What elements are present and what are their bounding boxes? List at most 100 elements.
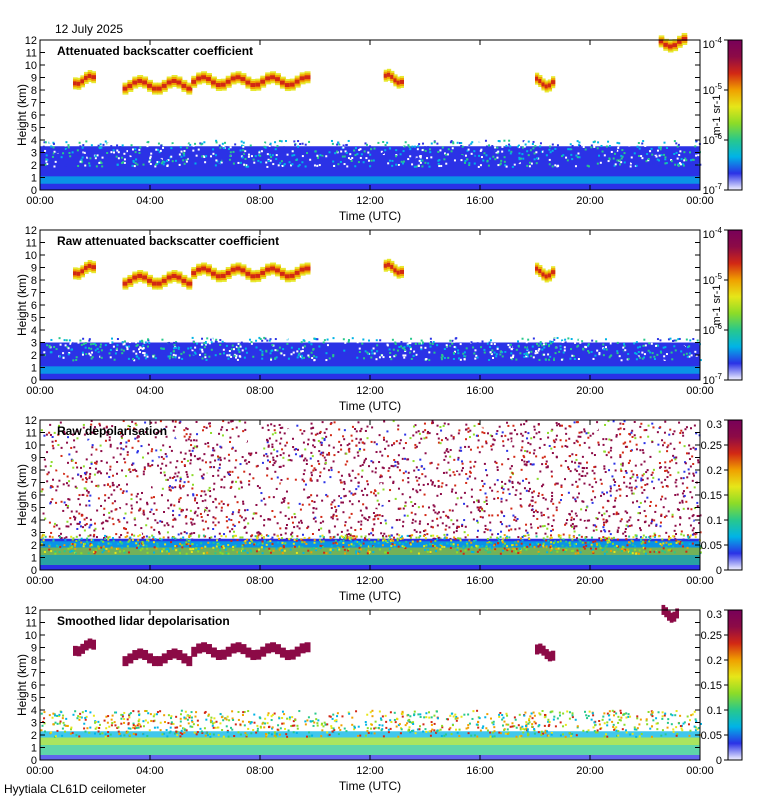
- colorbar-tick-label: 10-4: [703, 36, 723, 51]
- y-tick-label: 6: [31, 110, 37, 122]
- x-tick-label: 00:00: [686, 765, 714, 777]
- y-tick-label: 4: [31, 135, 37, 147]
- colorbar-tick-label: 0.2: [707, 655, 722, 667]
- x-tick-label: 08:00: [246, 575, 274, 587]
- cloud-layer: [122, 75, 193, 95]
- y-tick-label: 10: [25, 630, 37, 642]
- y-tick-label: 0: [31, 565, 37, 577]
- x-tick-label: 08:00: [246, 765, 274, 777]
- colorbar-tick-label: 0.05: [701, 540, 722, 552]
- y-tick-label: 2: [31, 160, 37, 172]
- x-tick-label: 16:00: [466, 385, 494, 397]
- y-tick-label: 7: [31, 478, 37, 490]
- y-axis-label: Height (km): [15, 464, 29, 526]
- y-tick-label: 2: [31, 350, 37, 362]
- x-axis-label: Time (UTC): [339, 779, 401, 793]
- x-tick-label: 00:00: [26, 575, 54, 587]
- colorbar-tick-label: 10-5: [703, 82, 723, 97]
- y-tick-label: 12: [25, 225, 37, 237]
- panel-title: Smoothed lidar depolarisation: [57, 614, 230, 628]
- panel-1: Attenuated backscatter coefficient012345…: [15, 32, 743, 223]
- colorbar-tick-label: 0.05: [701, 730, 722, 742]
- colorbar-unit-label: m-1 sr-1: [711, 95, 723, 136]
- y-tick-label: 6: [31, 680, 37, 692]
- cloud-layer: [383, 258, 404, 279]
- y-tick-label: 12: [25, 35, 37, 47]
- colorbar-tick-label: 10-4: [703, 226, 723, 241]
- x-tick-label: 00:00: [26, 765, 54, 777]
- x-tick-label: 16:00: [466, 575, 494, 587]
- y-tick-label: 3: [31, 148, 37, 160]
- y-tick-label: 11: [26, 428, 37, 440]
- x-tick-label: 20:00: [576, 575, 604, 587]
- x-tick-label: 00:00: [26, 385, 54, 397]
- x-axis-label: Time (UTC): [339, 209, 401, 223]
- x-tick-label: 20:00: [576, 385, 604, 397]
- y-tick-label: 8: [31, 655, 37, 667]
- colorbar-scale: [727, 229, 743, 381]
- y-axis-label: Height (km): [15, 654, 29, 716]
- y-tick-label: 3: [31, 528, 37, 540]
- cloud-layer: [535, 262, 556, 283]
- y-tick-label: 8: [31, 275, 37, 287]
- y-tick-label: 7: [31, 288, 37, 300]
- colorbar-tick-label: 0.25: [701, 630, 722, 642]
- y-tick-label: 1: [31, 173, 37, 185]
- x-axis-label: Time (UTC): [339, 589, 401, 603]
- cloud-layer: [191, 642, 311, 661]
- x-tick-label: 04:00: [136, 575, 164, 587]
- cloud-layer: [535, 72, 556, 93]
- panel-title: Raw attenuated backscatter coefficient: [57, 234, 279, 248]
- colorbar-tick-label: 0.2: [707, 465, 722, 477]
- x-tick-label: 00:00: [26, 195, 54, 207]
- y-tick-label: 10: [25, 60, 37, 72]
- colorbar-tick-label: 10-5: [703, 272, 723, 287]
- y-tick-label: 2: [31, 730, 37, 742]
- x-tick-label: 08:00: [246, 385, 274, 397]
- y-tick-label: 7: [31, 98, 37, 110]
- y-tick-label: 1: [31, 743, 37, 755]
- colorbar-tick-label: 0.15: [701, 680, 722, 692]
- y-tick-label: 9: [31, 453, 37, 465]
- y-tick-label: 1: [31, 553, 37, 565]
- x-tick-label: 00:00: [686, 195, 714, 207]
- colorbar-tick-label: 0: [716, 565, 722, 577]
- y-tick-label: 4: [31, 515, 37, 527]
- colorbar-tick-label: 0: [716, 755, 722, 767]
- colorbar-tick-label: 0.1: [707, 515, 722, 527]
- cloud-layer: [535, 643, 556, 662]
- cloud-layer: [658, 32, 688, 53]
- y-tick-label: 4: [31, 325, 37, 337]
- colorbar-scale: [727, 609, 743, 761]
- y-tick-label: 8: [31, 85, 37, 97]
- colorbar-tick-label: 10-6: [703, 132, 723, 147]
- y-tick-label: 0: [31, 185, 37, 197]
- x-tick-label: 20:00: [576, 195, 604, 207]
- y-tick-label: 11: [26, 618, 37, 630]
- x-tick-label: 08:00: [246, 195, 274, 207]
- colorbar: 10-7 10-6 10-5 10-4 m-1 sr-1: [703, 36, 743, 197]
- colorbar-scale: [727, 39, 743, 191]
- y-tick-label: 9: [31, 643, 37, 655]
- y-tick-label: 0: [31, 375, 37, 387]
- y-tick-label: 5: [31, 313, 37, 325]
- y-tick-label: 7: [31, 668, 37, 680]
- colorbar: 0 0.05 0.1 0.15 0.2 0.25 0.3: [701, 419, 743, 577]
- y-tick-label: 1: [31, 363, 37, 375]
- x-tick-label: 12:00: [356, 765, 384, 777]
- x-tick-label: 04:00: [136, 765, 164, 777]
- panel-4: Smoothed lidar depolarisation01234567891…: [15, 604, 743, 793]
- x-tick-label: 00:00: [686, 575, 714, 587]
- x-tick-label: 12:00: [356, 385, 384, 397]
- y-tick-label: 6: [31, 490, 37, 502]
- y-tick-label: 5: [31, 693, 37, 705]
- x-tick-label: 12:00: [356, 575, 384, 587]
- x-tick-label: 16:00: [466, 765, 494, 777]
- y-tick-label: 9: [31, 73, 37, 85]
- y-tick-label: 8: [31, 465, 37, 477]
- boundary-layer: [40, 139, 702, 190]
- y-tick-label: 12: [25, 605, 37, 617]
- x-tick-label: 00:00: [686, 385, 714, 397]
